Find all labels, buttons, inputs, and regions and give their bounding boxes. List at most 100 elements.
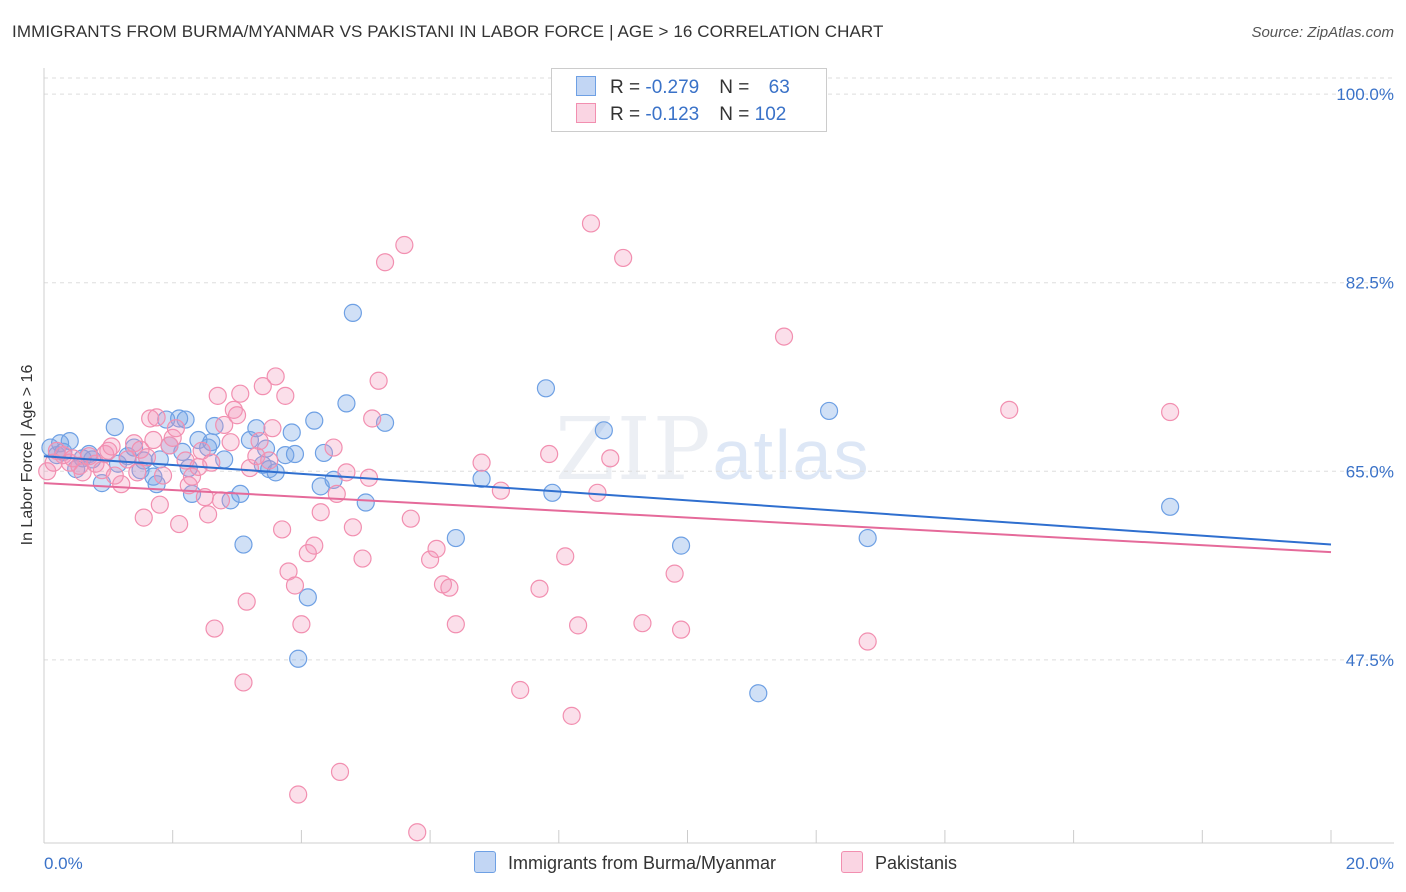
point-pakistani	[472, 453, 491, 472]
point-pakistani	[446, 615, 465, 634]
point-burma	[305, 411, 324, 430]
point-burma	[282, 423, 301, 442]
point-pakistani	[401, 509, 420, 528]
point-pakistani	[240, 458, 260, 478]
point-pakistani	[556, 547, 575, 566]
legend-swatch-burma	[576, 76, 596, 96]
point-pakistani	[263, 419, 282, 438]
point-pakistani	[131, 440, 150, 459]
y-axis-label: In Labor Force | Age > 16	[19, 364, 36, 546]
watermark-atlas: atlas	[712, 416, 871, 494]
point-pakistani	[260, 451, 279, 470]
point-burma	[205, 416, 224, 436]
point-burma	[285, 444, 305, 464]
point-pakistani	[44, 453, 63, 472]
bottom-legend-swatch-burma	[474, 851, 496, 873]
legend-swatch-pakistani	[576, 103, 596, 123]
y-tick-label: 100.0%	[1336, 85, 1394, 104]
point-pakistani	[633, 614, 652, 633]
point-pakistani	[266, 367, 285, 386]
legend-r-label: R =	[610, 77, 646, 98]
legend-n-label: N =	[719, 77, 755, 98]
point-pakistani	[150, 495, 169, 514]
point-pakistani	[427, 539, 446, 558]
point-burma	[314, 443, 334, 463]
point-pakistani	[353, 549, 372, 568]
axes	[43, 68, 1394, 844]
point-pakistani	[237, 592, 256, 611]
legend-r-label: R =	[610, 104, 646, 125]
point-burma	[343, 303, 362, 322]
trend-line-pakistani	[43, 482, 1332, 554]
point-pakistani	[118, 450, 137, 469]
point-burma	[472, 469, 491, 488]
x-tick-label-min: 0.0%	[44, 854, 83, 873]
chart-title: IMMIGRANTS FROM BURMA/MYANMAR VS PAKISTA…	[12, 22, 884, 41]
watermark: ZIPatlas	[555, 400, 870, 500]
point-pakistani	[330, 762, 350, 781]
point-pakistani	[530, 579, 549, 598]
point-burma	[594, 421, 613, 440]
point-pakistani	[96, 444, 115, 464]
bottom-legend-burma: Immigrants from Burma/Myanmar	[474, 851, 776, 874]
point-pakistani	[285, 576, 305, 595]
point-pakistani	[211, 491, 231, 510]
point-pakistani	[198, 505, 218, 524]
point-pakistani	[276, 386, 295, 405]
point-pakistani	[112, 475, 131, 494]
point-pakistani	[289, 785, 308, 804]
point-pakistani	[147, 408, 166, 427]
point-pakistani	[671, 620, 691, 639]
point-burma	[256, 439, 276, 458]
point-pakistani	[305, 536, 324, 555]
point-burma	[337, 394, 356, 413]
point-burma	[749, 684, 768, 703]
point-pakistani	[562, 706, 581, 725]
point-pakistani	[1161, 402, 1180, 422]
bottom-legend-label-burma: Immigrants from Burma/Myanmar	[508, 853, 777, 873]
point-burma	[858, 528, 877, 548]
watermark-zip: ZIP	[555, 400, 713, 500]
legend-n-value-burma: 63	[768, 77, 790, 98]
point-burma	[446, 528, 465, 548]
point-pakistani	[231, 384, 250, 403]
point-pakistani	[343, 518, 362, 537]
point-pakistani	[234, 673, 253, 692]
point-burma	[105, 417, 124, 437]
point-burma	[536, 379, 556, 398]
point-pakistani	[665, 564, 684, 583]
point-pakistani	[569, 616, 588, 635]
point-burma	[170, 409, 189, 428]
point-burma	[819, 401, 839, 421]
legend-n-label: N =	[719, 104, 755, 125]
point-pakistani	[224, 400, 243, 419]
point-pakistani	[192, 441, 211, 460]
point-pakistani	[369, 371, 388, 390]
trend-lines	[43, 455, 1332, 554]
correlation-legend: R = -0.279 N = 63 R = -0.123 N = 102	[551, 68, 827, 132]
point-pakistani	[137, 448, 157, 467]
point-pakistani	[511, 680, 530, 700]
point-pakistani	[614, 248, 633, 268]
point-pakistani	[292, 615, 311, 634]
point-pakistani	[311, 503, 330, 522]
bottom-legend-pakistani: Pakistanis	[841, 851, 957, 874]
point-pakistani	[182, 467, 202, 486]
point-pakistani	[601, 449, 620, 468]
legend-row-burma: R = -0.279 N = 63	[576, 76, 790, 100]
point-burma	[221, 491, 240, 510]
y-tick-label: 65.0%	[1346, 462, 1394, 481]
point-pakistani	[144, 430, 163, 450]
point-pakistani	[102, 437, 121, 456]
point-burma	[276, 446, 295, 465]
legend-r-value-burma: -0.279	[645, 77, 700, 98]
point-pakistani	[163, 428, 182, 447]
point-pakistani	[166, 419, 186, 438]
bottom-legend-swatch-pakistani	[841, 851, 863, 873]
x-tick-label-max: 20.0%	[1346, 854, 1394, 873]
point-burma	[671, 536, 691, 555]
point-pakistani	[250, 432, 269, 451]
point-burma	[234, 535, 253, 554]
chart-source: Source: ZipAtlas.com	[1251, 24, 1394, 41]
